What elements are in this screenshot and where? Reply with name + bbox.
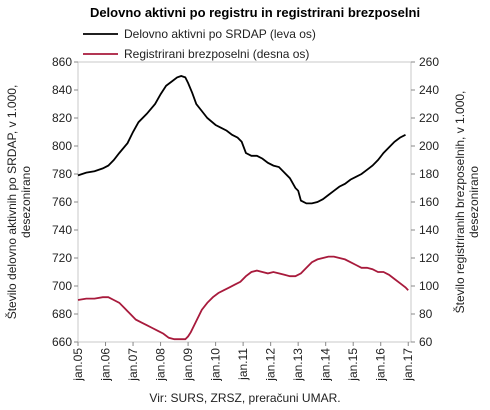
right-tick-label: 180 [419, 167, 439, 181]
left-axis-label-line2: desezonirano [19, 166, 33, 238]
x-tick-label: jan.11 [236, 348, 250, 381]
right-axis-label-line2: desezonirano [467, 166, 481, 238]
source-note: Vir: SURS, ZRSZ, preračuni UMAR. [149, 391, 340, 405]
series-line-employed [77, 75, 406, 205]
left-tick-label: 660 [52, 335, 72, 349]
x-tick-label: jan.09 [181, 348, 195, 382]
right-tick-label: 260 [419, 55, 439, 69]
left-tick-label: 800 [52, 139, 72, 153]
right-tick-label: 120 [419, 251, 439, 265]
left-tick-label: 720 [52, 251, 72, 265]
x-tick-label: jan.17 [401, 348, 415, 382]
left-tick-label: 820 [52, 111, 72, 125]
right-tick-label: 140 [419, 223, 439, 237]
right-axis-label-line1: Število registriranih brezposelnih, v 1.… [452, 91, 467, 314]
left-axis-label-line1: Število delovno aktivnih po SRDAP, v 1.0… [4, 85, 19, 320]
left-tick-label: 680 [52, 307, 72, 321]
right-tick-label: 100 [419, 279, 439, 293]
x-tick-label: jan.16 [374, 348, 388, 382]
plot-area-frame [77, 61, 412, 343]
right-tick-label: 220 [419, 111, 439, 125]
right-tick-label: 80 [419, 307, 433, 321]
right-tick-label: 240 [419, 83, 439, 97]
x-tick-label: jan.15 [346, 348, 360, 382]
left-tick-label: 700 [52, 279, 72, 293]
x-tick-label: jan.10 [209, 348, 223, 382]
x-axis-ticks: jan.05 jan.06 jan.07 jan.08 jan.09 jan.10 jan.… [71, 342, 415, 382]
x-tick-label: jan.08 [154, 348, 168, 382]
right-tick-label: 160 [419, 195, 439, 209]
right-tick-label: 60 [419, 335, 433, 349]
right-tick-label: 200 [419, 139, 439, 153]
x-tick-label: jan.07 [126, 348, 140, 382]
left-axis-ticks: 660 680 700 720 740 760 780 800 820 840 860 [52, 55, 78, 349]
legend-label-employed: Delovno aktivni po SRDAP (leva os) [124, 27, 316, 41]
right-axis-ticks: 60 80 100 120 140 160 180 200 220 240 260 [411, 55, 439, 349]
x-tick-label: jan.06 [99, 348, 113, 382]
series-line-unemployed [77, 255, 409, 341]
x-tick-label: jan.05 [71, 348, 85, 382]
x-tick-label: jan.13 [291, 348, 305, 382]
left-tick-label: 860 [52, 55, 72, 69]
x-tick-label: jan.12 [264, 348, 278, 382]
legend-label-unemployed: Registrirani brezposelni (desna os) [124, 47, 309, 61]
left-tick-label: 740 [52, 223, 72, 237]
x-tick-label: jan.14 [319, 348, 333, 382]
chart-title: Delovno aktivni po registru in registrir… [90, 5, 420, 20]
left-tick-label: 760 [52, 195, 72, 209]
legend: Delovno aktivni po SRDAP (leva os) Regis… [83, 27, 316, 61]
left-tick-label: 780 [52, 167, 72, 181]
left-tick-label: 840 [52, 83, 72, 97]
